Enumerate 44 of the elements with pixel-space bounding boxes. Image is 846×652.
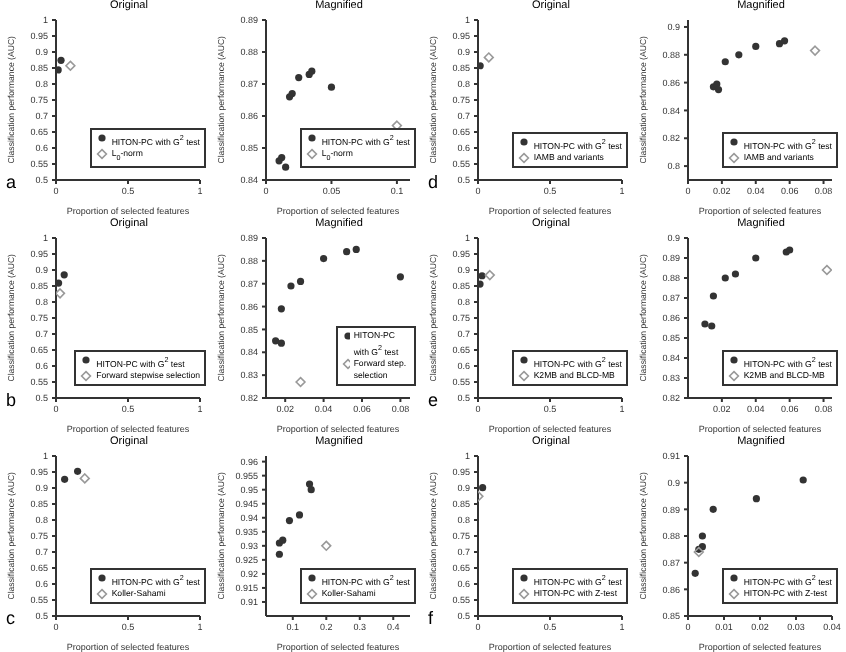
text: b	[6, 390, 17, 410]
text: c	[6, 608, 15, 628]
text: a	[6, 172, 17, 192]
point	[277, 305, 285, 313]
point	[731, 270, 740, 278]
point	[821, 264, 832, 276]
point	[295, 74, 303, 82]
point	[752, 42, 760, 51]
point	[721, 274, 729, 282]
text: e	[428, 390, 439, 410]
point	[295, 376, 306, 388]
point	[775, 40, 784, 48]
point	[287, 282, 295, 290]
point	[752, 495, 760, 503]
point	[320, 254, 328, 263]
point	[698, 532, 706, 540]
point	[709, 505, 717, 513]
point	[708, 322, 716, 330]
point	[327, 83, 336, 91]
point	[709, 292, 718, 300]
point	[701, 320, 709, 328]
point	[275, 550, 283, 558]
point	[296, 277, 305, 286]
point	[799, 476, 807, 484]
point	[295, 511, 304, 519]
point	[809, 45, 821, 56]
point	[282, 163, 290, 171]
point	[693, 546, 704, 558]
point	[352, 245, 360, 254]
point	[277, 339, 285, 347]
text: f	[428, 608, 434, 628]
point	[714, 85, 723, 94]
point	[780, 37, 789, 45]
point	[343, 248, 351, 256]
point	[307, 486, 315, 494]
text: d	[428, 172, 439, 192]
point	[735, 51, 743, 59]
point	[752, 254, 760, 262]
point	[272, 337, 280, 345]
point	[691, 569, 699, 577]
point	[285, 516, 294, 525]
point	[721, 58, 729, 66]
point	[396, 273, 404, 281]
point	[321, 540, 332, 552]
